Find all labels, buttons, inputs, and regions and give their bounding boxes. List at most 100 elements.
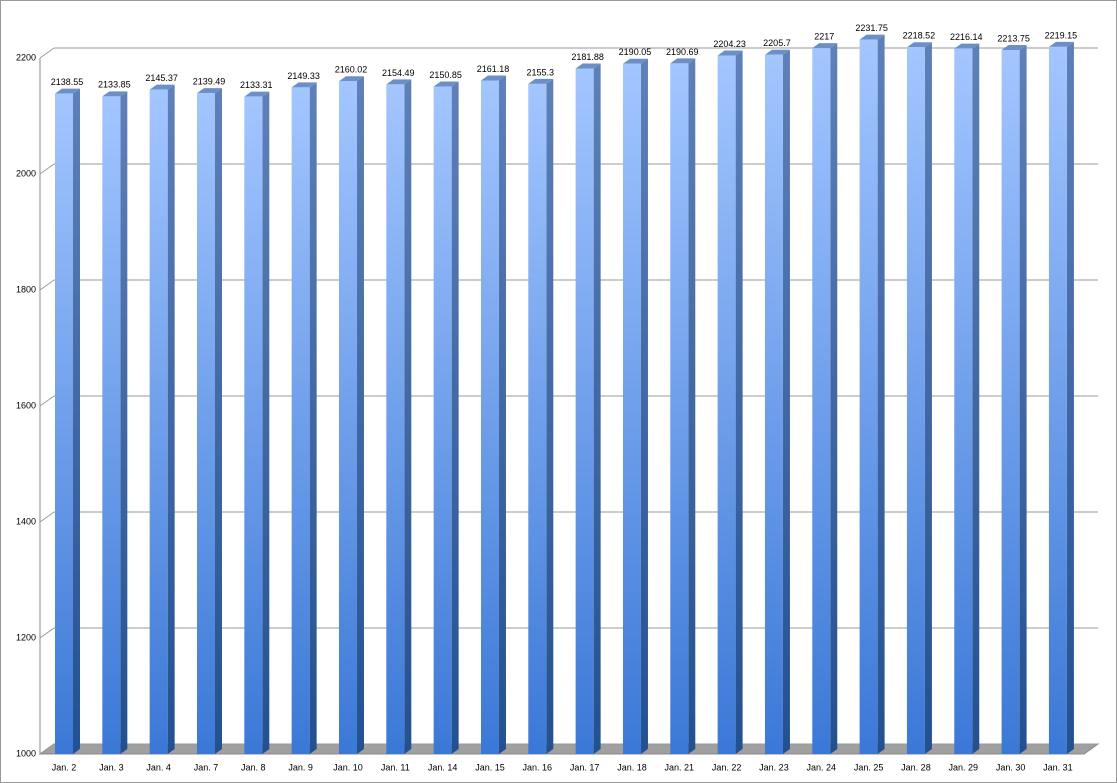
bar <box>196 93 215 754</box>
bar-side <box>1019 45 1027 754</box>
bar-side <box>640 58 648 755</box>
grid-line-side <box>39 395 55 407</box>
x-tick-label: Jan. 9 <box>288 762 313 772</box>
bar <box>149 89 168 754</box>
bar-top <box>338 76 364 82</box>
data-label: 2219.15 <box>1045 30 1078 40</box>
y-tick-label: 1800 <box>16 284 36 294</box>
bar <box>717 55 736 754</box>
bar <box>812 48 831 754</box>
bar <box>1001 50 1020 754</box>
bar-side <box>356 76 364 754</box>
bar-side <box>782 49 790 755</box>
bar <box>55 93 73 755</box>
bar-top <box>433 81 459 87</box>
bar-top <box>717 50 743 56</box>
bar-top <box>244 91 270 97</box>
data-label: 2160.02 <box>335 65 368 75</box>
bar <box>480 80 499 754</box>
y-tick-label: 2200 <box>16 52 36 62</box>
bar <box>433 86 452 754</box>
x-tick-label: Jan. 3 <box>99 762 124 772</box>
bar <box>291 87 310 754</box>
bar <box>528 83 547 754</box>
bar <box>670 63 689 755</box>
x-tick-label: Jan. 15 <box>475 762 505 772</box>
data-label: 2218.52 <box>903 31 936 41</box>
data-label: 2139.49 <box>193 76 226 86</box>
bar-top <box>1001 45 1027 51</box>
data-label: 2133.31 <box>240 80 273 90</box>
y-tick-label: 1000 <box>16 748 36 758</box>
x-tick-label: Jan. 22 <box>712 762 742 772</box>
x-tick-label: Jan. 18 <box>617 762 647 772</box>
bar-top <box>906 42 932 48</box>
bar-side <box>404 79 412 754</box>
bar-top <box>528 78 554 84</box>
grid-line-side <box>39 511 55 523</box>
data-label: 2149.33 <box>287 71 320 81</box>
bar <box>1048 46 1067 754</box>
data-label: 2155.3 <box>527 67 555 77</box>
bar <box>622 63 641 755</box>
grid-line-side <box>39 47 55 59</box>
data-label: 2204.23 <box>713 39 746 49</box>
data-label: 2133.85 <box>98 80 131 90</box>
bar-top <box>291 82 317 88</box>
data-label: 2154.49 <box>382 68 415 78</box>
bar-side <box>309 82 317 754</box>
data-label: 2216.14 <box>950 32 983 42</box>
bar-top <box>575 63 601 69</box>
bar-top <box>196 88 222 94</box>
grid-line-side <box>39 279 55 291</box>
data-label: 2190.05 <box>619 47 652 57</box>
bar <box>906 47 925 754</box>
y-tick-label: 1600 <box>16 400 36 410</box>
data-label: 2145.37 <box>145 73 178 83</box>
x-tick-label: Jan. 7 <box>194 762 219 772</box>
bar-side <box>262 91 270 755</box>
bar <box>338 81 357 754</box>
x-tick-label: Jan. 11 <box>381 762 410 772</box>
bar-side <box>120 91 128 754</box>
x-tick-label: Jan. 2 <box>52 762 77 772</box>
bar <box>764 54 783 755</box>
data-label: 2231.75 <box>855 23 888 33</box>
data-label: 2217 <box>814 32 834 42</box>
x-tick-label: Jan. 25 <box>854 762 884 772</box>
x-tick-label: Jan. 4 <box>146 762 171 772</box>
x-tick-label: Jan. 23 <box>759 762 789 772</box>
data-label: 2213.75 <box>997 33 1030 43</box>
bar-top <box>102 91 128 97</box>
data-label: 2150.85 <box>429 70 462 80</box>
bar-side <box>735 50 743 754</box>
bar-top <box>859 34 885 40</box>
bar-side <box>593 63 601 755</box>
bar-side <box>972 43 980 755</box>
bar-top <box>1048 41 1074 47</box>
x-tick-label: Jan. 21 <box>665 762 695 772</box>
x-tick-label: Jan. 10 <box>333 762 363 772</box>
x-tick-label: Jan. 16 <box>523 762 553 772</box>
grid-line-side <box>39 163 55 175</box>
bar <box>386 84 405 754</box>
bar-side <box>546 78 554 754</box>
data-label: 2161.18 <box>477 64 510 74</box>
x-tick-label: Jan. 14 <box>428 762 458 772</box>
x-tick-label: Jan. 31 <box>1043 762 1073 772</box>
bar-side <box>214 88 222 754</box>
x-tick-label: Jan. 8 <box>241 762 266 772</box>
bar-side <box>167 84 175 754</box>
x-tick-label: Jan. 29 <box>949 762 979 772</box>
bar-top <box>764 49 790 55</box>
y-tick-label: 1200 <box>16 632 36 642</box>
bar-side <box>830 43 838 754</box>
y-tick-label: 2000 <box>16 168 36 178</box>
x-tick-label: Jan. 24 <box>807 762 837 772</box>
bar-top <box>954 43 980 49</box>
bar-side <box>924 42 932 754</box>
bar-side <box>877 34 885 754</box>
bar-side <box>498 75 506 754</box>
data-label: 2181.88 <box>571 52 604 62</box>
